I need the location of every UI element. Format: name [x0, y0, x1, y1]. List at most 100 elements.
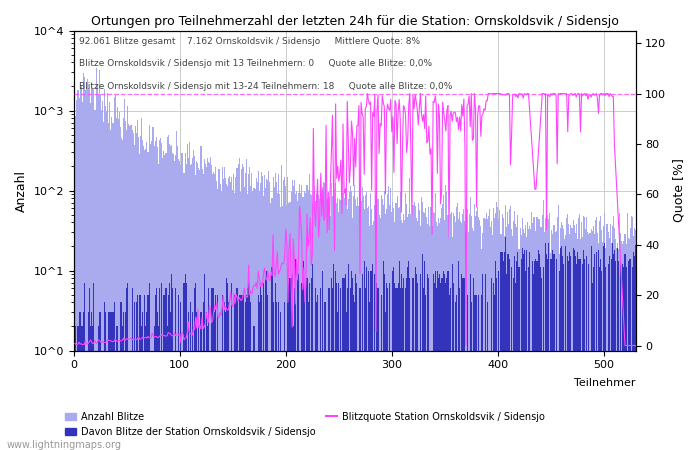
Bar [496, 278, 497, 450]
Bar [433, 212, 434, 450]
Bar [266, 270, 267, 450]
Bar [521, 235, 522, 450]
Bar [524, 233, 525, 450]
Bar [157, 147, 158, 450]
Bar [568, 225, 569, 450]
Bar [559, 270, 560, 450]
Bar [332, 196, 333, 450]
Bar [368, 270, 369, 450]
Y-axis label: Quote [%]: Quote [%] [672, 158, 685, 222]
Bar [624, 234, 626, 450]
Bar [462, 214, 463, 450]
Bar [626, 267, 627, 450]
Bar [443, 195, 444, 450]
Bar [226, 278, 227, 450]
Bar [407, 267, 408, 450]
Bar [97, 326, 99, 450]
Bar [453, 283, 454, 450]
Bar [438, 218, 439, 450]
Bar [456, 207, 457, 450]
Bar [494, 295, 495, 450]
Bar [92, 326, 93, 450]
Bar [370, 270, 371, 450]
Bar [626, 213, 628, 450]
Bar [295, 259, 296, 450]
Bar [279, 194, 280, 450]
Bar [449, 288, 451, 450]
Bar [374, 205, 375, 450]
Bar [468, 214, 470, 450]
Bar [256, 178, 257, 450]
Bar [266, 179, 267, 450]
Bar [427, 225, 428, 450]
Bar [622, 264, 624, 450]
Bar [90, 326, 91, 450]
Bar [94, 110, 95, 450]
Bar [379, 218, 381, 450]
Bar [472, 228, 473, 450]
Text: Blitze Ornskoldsvik / Sidensjo mit 13 Teilnehmern: 0     Quote alle Blitze: 0,0%: Blitze Ornskoldsvik / Sidensjo mit 13 Te… [79, 59, 433, 68]
Bar [194, 156, 195, 450]
Bar [577, 252, 578, 450]
Bar [136, 295, 138, 450]
Bar [346, 288, 348, 450]
Bar [292, 180, 293, 450]
Bar [373, 221, 374, 450]
Bar [194, 288, 195, 450]
Bar [610, 243, 612, 450]
Bar [615, 238, 616, 450]
Bar [594, 254, 595, 450]
Bar [604, 243, 606, 450]
Bar [445, 283, 447, 450]
Bar [121, 302, 122, 450]
Bar [141, 326, 142, 450]
Bar [599, 267, 600, 450]
Bar [600, 259, 601, 450]
Bar [290, 278, 292, 450]
Bar [227, 185, 228, 450]
Bar [444, 220, 445, 450]
Bar [424, 212, 425, 450]
Bar [103, 351, 104, 450]
Bar [362, 274, 363, 450]
Bar [490, 227, 491, 450]
Bar [462, 278, 463, 450]
Bar [296, 191, 297, 450]
Bar [606, 224, 608, 450]
Bar [486, 219, 488, 450]
Bar [536, 261, 538, 450]
Bar [414, 267, 416, 450]
Bar [325, 183, 326, 450]
Bar [562, 225, 563, 450]
Bar [587, 232, 589, 450]
Bar [172, 153, 173, 450]
Bar [336, 283, 337, 450]
Bar [366, 192, 367, 450]
Bar [443, 270, 444, 450]
Bar [262, 176, 263, 450]
Bar [212, 175, 214, 450]
Bar [372, 264, 373, 450]
Bar [569, 234, 570, 450]
Bar [342, 278, 344, 450]
Bar [333, 189, 334, 450]
Bar [352, 278, 353, 450]
Bar [435, 193, 436, 450]
Bar [303, 261, 304, 450]
Bar [507, 254, 508, 450]
Bar [406, 278, 407, 450]
Bar [272, 302, 274, 450]
Bar [634, 229, 635, 450]
Bar [496, 202, 497, 450]
Bar [175, 155, 176, 450]
Bar [346, 209, 348, 450]
Bar [164, 295, 165, 450]
Bar [585, 230, 587, 450]
Bar [562, 256, 563, 450]
Bar [332, 288, 333, 450]
Bar [534, 261, 536, 450]
Bar [614, 228, 615, 450]
Bar [620, 261, 622, 450]
Bar [517, 216, 519, 450]
Bar [567, 214, 568, 450]
